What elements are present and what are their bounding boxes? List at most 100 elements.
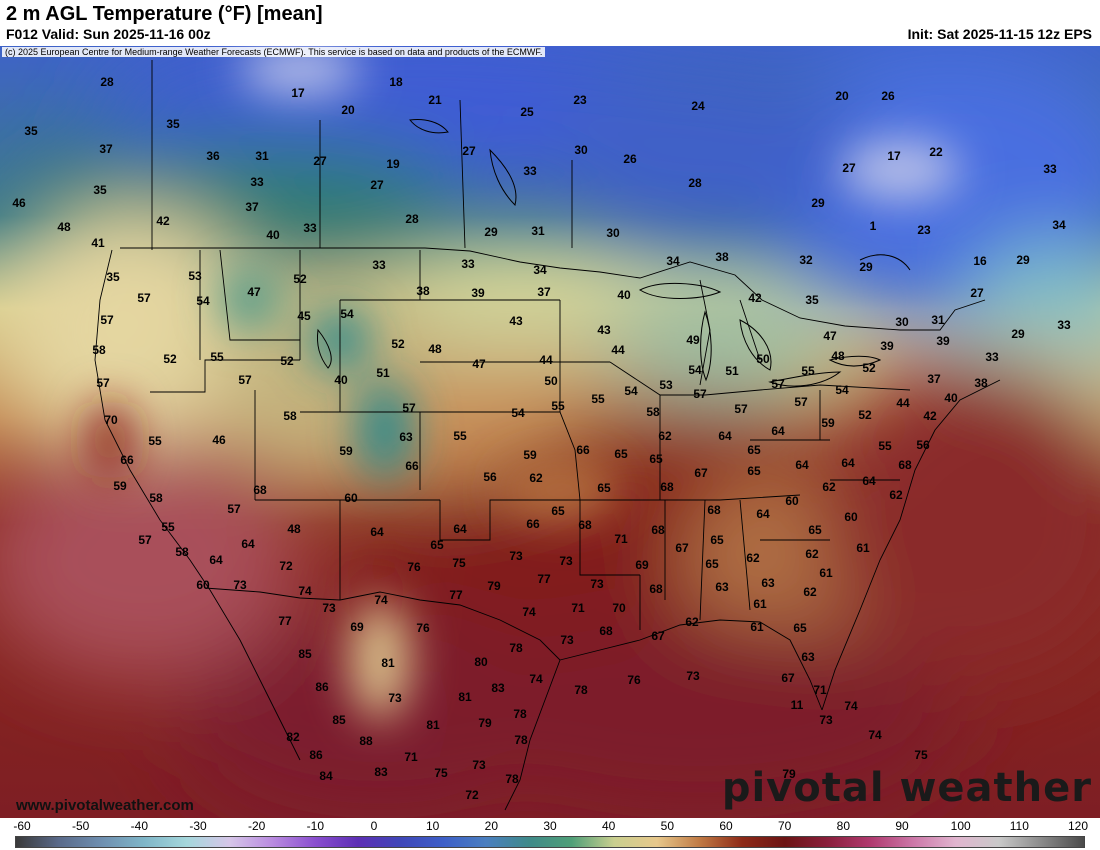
temperature-label: 82 <box>286 730 300 744</box>
temperature-label: 76 <box>627 673 641 687</box>
temperature-label: 29 <box>811 196 825 210</box>
temperature-label: 38 <box>974 376 988 390</box>
scale-tick-label: -10 <box>306 819 324 833</box>
scale-tick-labels: -60 -50 -40 -30 -20 -10 0 10 20 30 40 50 60 70 80 90 100… <box>0 819 1100 833</box>
temperature-label: 68 <box>898 458 912 472</box>
temperature-label: 22 <box>929 145 943 159</box>
scale-tick-label: 50 <box>660 819 675 833</box>
temperature-label: 50 <box>756 352 770 366</box>
temperature-label: 65 <box>747 443 761 457</box>
temperature-label: 31 <box>931 313 945 327</box>
temperature-label: 30 <box>606 226 620 240</box>
temperature-label: 86 <box>315 680 329 694</box>
temperature-label: 78 <box>574 683 588 697</box>
temperature-label: 85 <box>332 713 346 727</box>
temperature-label: 68 <box>578 518 592 532</box>
temperature-label: 29 <box>484 225 498 239</box>
temperature-label: 32 <box>799 253 813 267</box>
website-link[interactable]: www.pivotalweather.com <box>16 797 194 814</box>
temperature-label: 28 <box>405 212 419 226</box>
scale-tick-label: -40 <box>130 819 148 833</box>
temperature-label: 16 <box>973 254 987 268</box>
temperature-label: 39 <box>936 334 950 348</box>
temperature-label: 34 <box>1052 218 1066 232</box>
temperature-label: 29 <box>859 260 873 274</box>
temperature-label: 64 <box>370 525 384 539</box>
temperature-label: 42 <box>748 291 762 305</box>
temperature-label: 74 <box>522 605 536 619</box>
temperature-label: 65 <box>793 621 807 635</box>
temperature-label: 48 <box>831 349 845 363</box>
temperature-label: 42 <box>923 409 937 423</box>
scale-tick-label: 40 <box>601 819 616 833</box>
temperature-label: 68 <box>253 483 267 497</box>
temperature-label: 25 <box>520 105 534 119</box>
temperature-label: 74 <box>844 699 858 713</box>
temperature-label: 83 <box>374 765 388 779</box>
temperature-label: 52 <box>293 272 307 286</box>
temperature-label: 65 <box>808 523 822 537</box>
temperature-label: 78 <box>514 733 528 747</box>
temperature-label: 57 <box>138 533 152 547</box>
temperature-label: 20 <box>835 89 849 103</box>
temperature-label: 46 <box>212 433 226 447</box>
temperature-label: 37 <box>537 285 551 299</box>
temperature-label: 11 <box>791 698 804 712</box>
temperature-label: 63 <box>399 430 413 444</box>
temperature-label: 61 <box>750 620 764 634</box>
temperature-label: 52 <box>862 361 876 375</box>
temperature-label: 21 <box>428 93 442 107</box>
temperature-label: 67 <box>781 671 795 685</box>
temperature-label: 57 <box>734 402 748 416</box>
temperature-map[interactable]: 28 17 18 21 20 25 23 24 20 26 35 35 37 36 31 27 19 27 30 26… <box>0 46 1100 818</box>
temperature-label: 18 <box>389 75 403 89</box>
temperature-label: 62 <box>822 480 836 494</box>
temperature-label: 70 <box>612 601 626 615</box>
temperature-label: 48 <box>287 522 301 536</box>
temperature-label: 67 <box>694 466 708 480</box>
scale-tick-label: 120 <box>1067 819 1089 833</box>
temperature-label: 63 <box>715 580 729 594</box>
temperature-label: 31 <box>255 149 269 163</box>
temperature-label: 51 <box>376 366 390 380</box>
temperature-label: 34 <box>666 254 680 268</box>
temperature-label: 72 <box>279 559 293 573</box>
temperature-label: 56 <box>483 470 497 484</box>
scale-tick-label: 0 <box>370 819 378 833</box>
temperature-label: 68 <box>707 503 721 517</box>
temperature-label: 28 <box>688 176 702 190</box>
temperature-label: 68 <box>660 480 674 494</box>
temperature-label: 33 <box>372 258 386 272</box>
temperature-label: 73 <box>509 549 523 563</box>
temperature-label: 65 <box>597 481 611 495</box>
temperature-label: 55 <box>878 439 892 453</box>
temperature-label: 78 <box>505 772 519 786</box>
scale-tick-label: 30 <box>543 819 557 833</box>
temperature-label: 33 <box>1043 162 1057 176</box>
temperature-label: 29 <box>1016 253 1030 267</box>
temperature-label: 64 <box>209 553 223 567</box>
temperature-label: 61 <box>856 541 870 555</box>
temperature-label: 56 <box>916 438 930 452</box>
scale-tick-label: 90 <box>895 819 909 833</box>
temperature-label: 64 <box>862 474 876 488</box>
scale-tick-label: 100 <box>950 819 971 833</box>
temperature-label: 65 <box>705 557 719 571</box>
temperature-label: 44 <box>896 396 910 410</box>
temperature-label: 64 <box>241 537 255 551</box>
map-header: 2 m AGL Temperature (°F) [mean] F012 Val… <box>0 0 1100 46</box>
temperature-label: 88 <box>359 734 373 748</box>
temperature-label: 54 <box>340 307 354 321</box>
temperature-label: 26 <box>881 89 895 103</box>
temperature-label: 59 <box>523 448 537 462</box>
temperature-label: 53 <box>188 269 202 283</box>
temperature-label: 27 <box>462 144 476 158</box>
temperature-label: 62 <box>805 547 819 561</box>
temperature-label: 77 <box>449 588 463 602</box>
temperature-label: 47 <box>823 329 837 343</box>
temperature-label: 60 <box>785 494 799 508</box>
temperature-label: 83 <box>491 681 505 695</box>
temperature-label: 73 <box>560 633 574 647</box>
